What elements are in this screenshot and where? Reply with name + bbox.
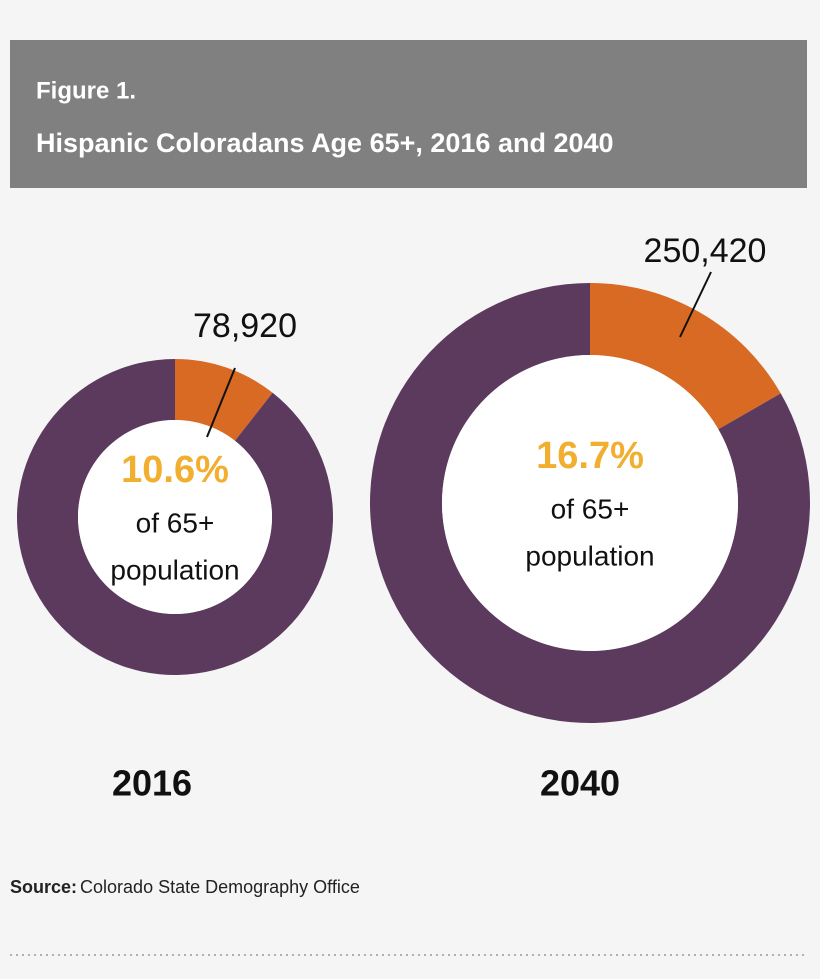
center-text: of 65+ [551,493,630,524]
donut-hole [78,420,272,614]
source-label: Source: [10,877,77,897]
callout-label: 78,920 [193,307,297,345]
center-text: population [525,540,654,571]
callout-line [206,367,236,438]
figure-title: Hispanic Coloradans Age 65+, 2016 and 20… [36,128,614,158]
percent-label: 16.7% [536,435,644,477]
chart-year: 2016 [112,763,192,804]
source-line: Source: Colorado State Demography Office [10,877,360,897]
figure-label: Figure 1. [36,77,136,104]
percent-label: 10.6% [121,449,229,491]
donut-segment [590,283,781,430]
center-text: population [110,554,239,585]
donut-segment [175,359,273,441]
center-text: of 65+ [136,507,215,538]
callout-line [679,271,712,338]
source-text: Colorado State Demography Office [80,877,360,897]
title-banner [10,40,807,188]
donut-segment [369,283,810,723]
donut-hole [442,355,738,651]
chart-year: 2040 [540,763,620,804]
callout-label: 250,420 [644,232,767,270]
donut-segment [17,359,334,675]
